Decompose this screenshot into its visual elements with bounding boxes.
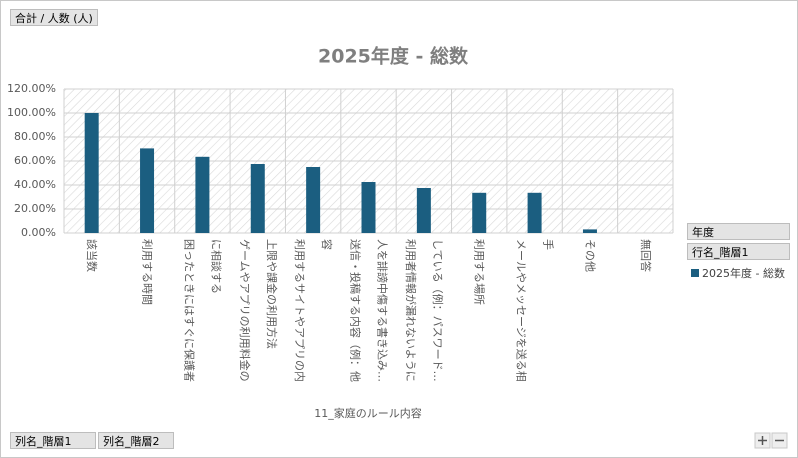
x-tick-label: メールやメッセージを送る相 手 (508, 239, 562, 382)
x-tick-label-line: 困ったときにはすぐに保護者 (182, 239, 196, 382)
legend-swatch (691, 269, 699, 277)
x-tick-label-line: 送信・投稿する内容（例：他 (348, 239, 362, 382)
x-tick-label: 利用する場所 (466, 239, 493, 305)
legend: 2025年度 - 総数 (691, 265, 785, 281)
x-tick-label: 困ったときにはすぐに保護者 に相談する (175, 239, 229, 382)
value-field-button[interactable]: 合計 / 人数 (人) (10, 9, 98, 26)
y-tick-label: 60.00% (14, 154, 56, 167)
x-tick-label-line: 人を誹謗中傷する書き込み… (375, 239, 389, 382)
bar (195, 156, 210, 233)
x-tick-label-line: その他 (583, 239, 597, 272)
x-tick-label: 該当数 (78, 239, 105, 272)
y-tick-label: 80.00% (14, 130, 56, 143)
legend-label: 2025年度 - 総数 (702, 267, 785, 280)
bar (582, 229, 597, 233)
row-field-button[interactable]: 年度 (687, 223, 790, 240)
bar (306, 167, 321, 233)
x-tick-label-line: メールやメッセージを送る相 (514, 239, 528, 382)
x-tick-label-line: 利用するサイトやアプリの内 (293, 239, 307, 382)
y-tick-label: 120.00% (7, 82, 56, 95)
x-tick-label-line: 利用者情報が漏れないように (403, 239, 417, 382)
bar (361, 182, 376, 233)
x-tick-label-line: 手 (541, 239, 555, 250)
x-tick-label-line: に相談する (209, 239, 223, 294)
row-field-button[interactable]: 行名_階層1 (687, 243, 790, 260)
y-tick-label: 0.00% (21, 226, 56, 239)
x-tick-label-line: している（例：パスワード… (430, 239, 444, 382)
plus-icon (758, 436, 767, 445)
y-tick-label: 100.00% (7, 106, 56, 119)
chart-title: 2025年度 - 総数 (318, 45, 469, 68)
x-tick-label-line: ゲームやアプリの利用料金の (237, 239, 251, 382)
x-tick-label: その他 (576, 239, 603, 272)
y-tick-label: 40.00% (14, 178, 56, 191)
x-tick-label: ゲームやアプリの利用料金の 上限や課金の利用方法 (231, 239, 285, 382)
column-field-button[interactable]: 列名_階層1 (10, 432, 96, 449)
x-tick-label-line: 該当数 (85, 239, 99, 272)
bar (416, 188, 431, 233)
bar (250, 164, 265, 233)
column-field-button[interactable]: 列名_階層2 (98, 432, 174, 449)
x-tick-label: 利用者情報が漏れないように している（例：パスワード… (397, 239, 451, 382)
x-tick-label-line: 利用する時間 (140, 239, 154, 305)
x-tick-label: 送信・投稿する内容（例：他 人を誹謗中傷する書き込み… (342, 239, 396, 382)
bar (84, 113, 99, 233)
x-tick-label: 利用するサイトやアプリの内 容 (286, 239, 340, 382)
y-tick-label: 20.00% (14, 202, 56, 215)
x-tick-label-line: 無回答 (638, 239, 652, 272)
x-tick-label: 無回答 (632, 239, 659, 272)
x-tick-label: 利用する時間 (134, 239, 161, 305)
x-tick-label-line: 容 (320, 239, 334, 250)
bar (527, 192, 542, 233)
x-axis-title: 11_家庭のルール内容 (314, 406, 422, 420)
bar (472, 192, 487, 233)
x-tick-label-line: 利用する場所 (472, 239, 486, 305)
bar (140, 148, 155, 233)
x-tick-label-line: 上限や課金の利用方法 (264, 239, 278, 349)
